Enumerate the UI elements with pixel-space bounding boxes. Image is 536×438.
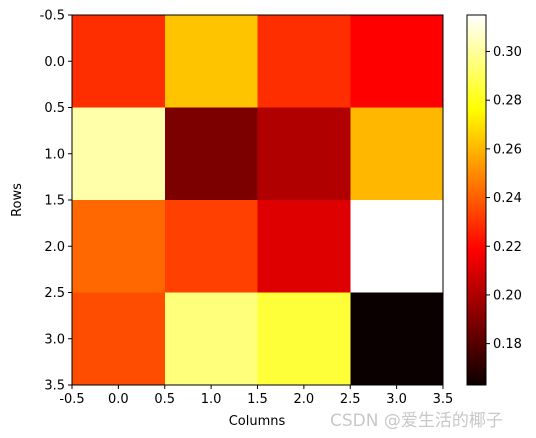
- heatmap-cell-r3-c1: [164, 292, 258, 385]
- x-tick-label: 3.0: [386, 392, 407, 407]
- colorbar-tick-label: 0.26: [493, 142, 522, 157]
- heatmap-cells: [72, 15, 443, 385]
- y-axis-label: Rows: [10, 183, 25, 217]
- heatmap-cell-r2-c0: [72, 200, 165, 293]
- x-tick-label: 0.5: [154, 392, 175, 407]
- colorbar-tick-label: 0.30: [493, 45, 522, 60]
- x-tick-label: -0.5: [59, 392, 84, 407]
- colorbar-tick-label: 0.24: [493, 191, 522, 206]
- y-tick-label: 3.5: [44, 379, 65, 394]
- heatmap-cell-r0-c0: [72, 15, 165, 108]
- x-tick-label: 3.5: [433, 392, 454, 407]
- y-tick-label: 0.5: [44, 101, 65, 116]
- y-tick-label: 1.5: [44, 194, 65, 209]
- heatmap-cell-r0-c3: [350, 15, 443, 108]
- x-tick-label: 2.0: [294, 392, 315, 407]
- colorbar-ticks: 0.18 0.20 0.22 0.24 0.26 0.28 0.30: [486, 45, 522, 352]
- y-tick-label: 3.0: [44, 332, 65, 347]
- heatmap-cell-r3-c0: [72, 292, 165, 385]
- heatmap-cell-r0-c1: [164, 15, 258, 108]
- y-tick-label: 2.0: [44, 240, 65, 255]
- heatmap-cell-r1-c2: [257, 107, 351, 200]
- colorbar-tick-label: 0.18: [493, 337, 522, 352]
- x-axis-label: Columns: [229, 414, 286, 429]
- y-axis-ticks: -0.5 0.0 0.5 1.0 1.5 2.0 2.5 3.0 3.5: [40, 9, 72, 394]
- heatmap-cell-r1-c3: [350, 107, 443, 200]
- heatmap-cell-r2-c2: [257, 200, 351, 293]
- y-tick-label: 2.5: [44, 286, 65, 301]
- heatmap-cell-r2-c3: [350, 200, 443, 293]
- x-tick-label: 1.5: [247, 392, 268, 407]
- watermark: CSDN @爱生活的椰子: [330, 411, 503, 431]
- y-tick-label: 0.0: [44, 55, 65, 70]
- heatmap-cell-r3-c3: [350, 292, 443, 385]
- x-tick-label: 0.0: [108, 392, 129, 407]
- heatmap-cell-r3-c2: [257, 292, 351, 385]
- x-axis-ticks: -0.5 0.0 0.5 1.0 1.5 2.0 2.5 3.0 3.5: [59, 385, 453, 407]
- heatmap-cell-r2-c1: [164, 200, 258, 293]
- x-tick-label: 2.5: [340, 392, 361, 407]
- heatmap-cell-r1-c0: [72, 107, 165, 200]
- y-tick-label: -0.5: [40, 9, 65, 24]
- colorbar: [466, 14, 487, 386]
- y-tick-label: 1.0: [44, 147, 65, 162]
- heatmap-cell-r0-c2: [257, 15, 351, 108]
- colorbar-tick-label: 0.20: [493, 288, 522, 303]
- x-tick-label: 1.0: [201, 392, 222, 407]
- colorbar-tick-label: 0.28: [493, 94, 522, 109]
- heatmap-cell-r1-c1: [164, 107, 258, 200]
- colorbar-tick-label: 0.22: [493, 240, 522, 255]
